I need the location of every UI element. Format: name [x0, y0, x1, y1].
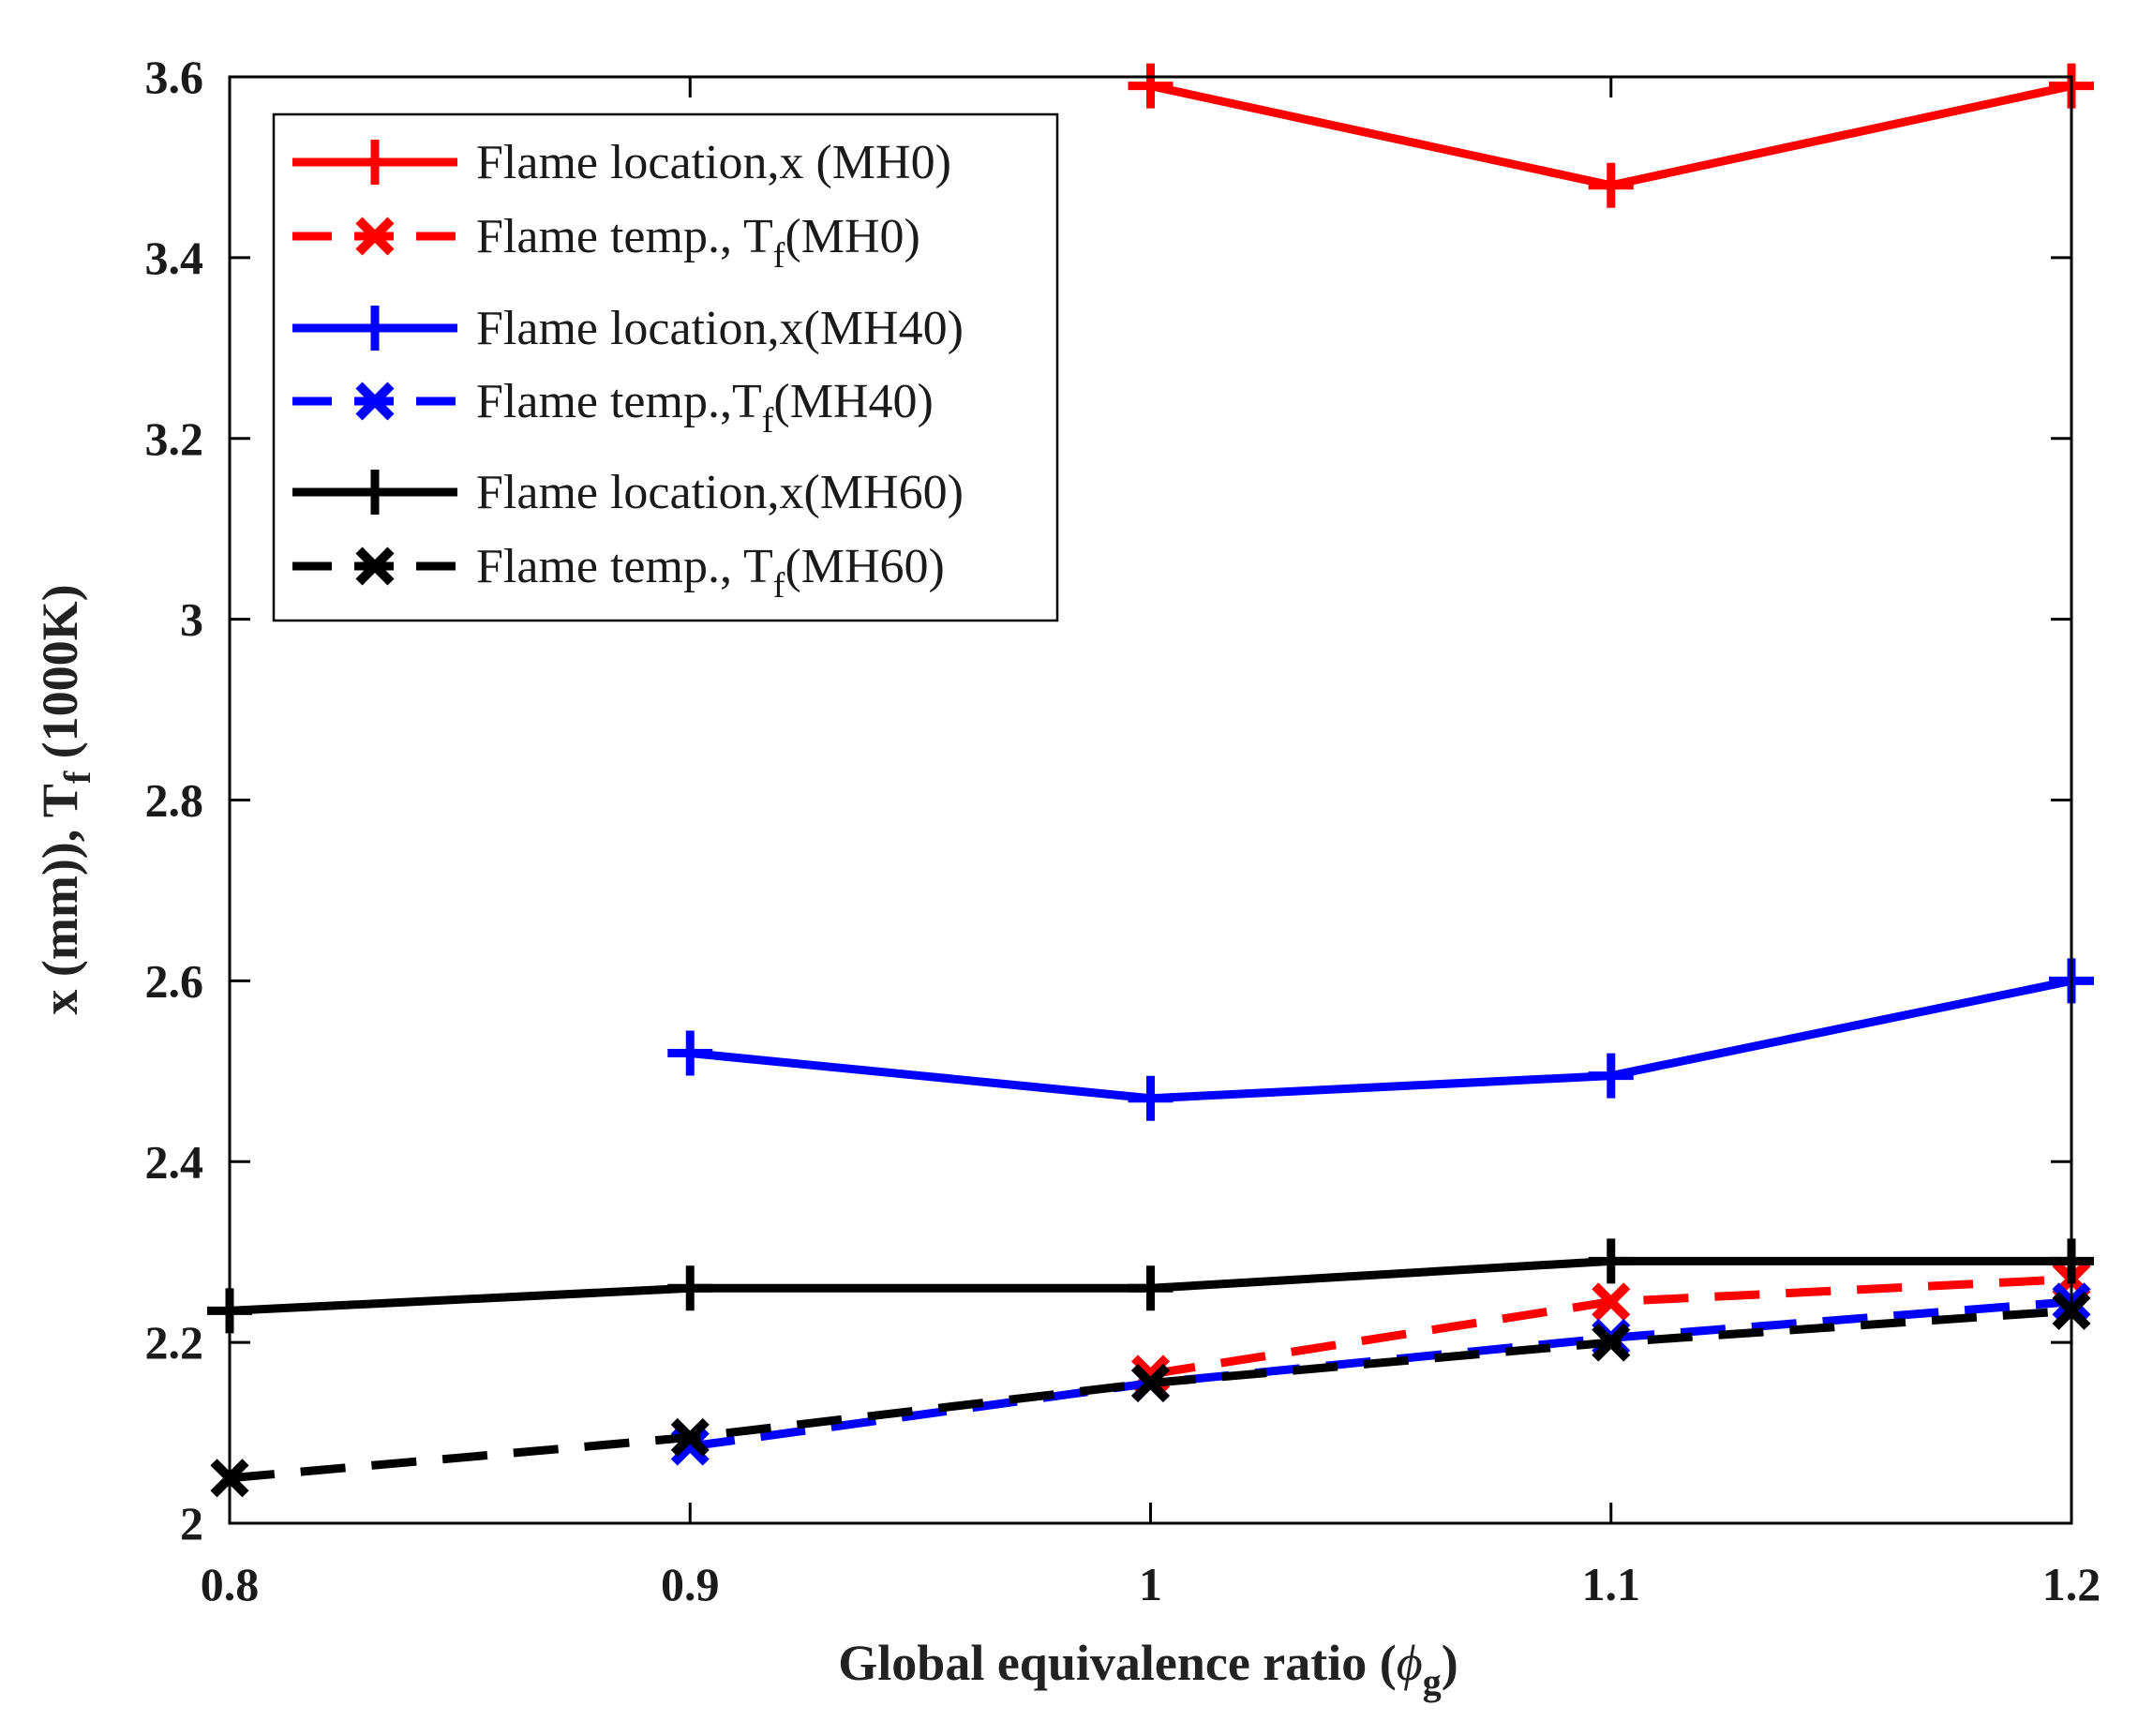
- axis-ticks: 0.8 0.9 1 1.1 1.2 2 2.2 2.4 2.6 2.8 3 3.2 3.4 3.6: [145, 51, 2101, 1610]
- legend-box: [272, 112, 1059, 622]
- x-axis-label-symbol: ϕ: [1397, 1635, 1423, 1691]
- legend-entry-3: Flame location,x(MH40): [292, 302, 964, 355]
- legend-label-sub: f: [773, 236, 785, 276]
- legend-swatch-marker-b: [355, 546, 395, 586]
- x-tick-label: 1.2: [2042, 1558, 2101, 1610]
- y-tick-label: 2: [180, 1497, 203, 1549]
- legend-label-main: Flame location,x(MH60): [476, 466, 964, 519]
- legend-swatch-marker: [352, 306, 397, 351]
- y-axis-label: x (mm)), Tf (1000K): [32, 584, 98, 1014]
- x-tick-label: 1: [1139, 1558, 1162, 1610]
- y-axis-label-tail: (1000K): [32, 584, 88, 771]
- series-4-line: [689, 1297, 2072, 1451]
- legend-entries: Flame location,x (MH0)Flame temp., Tf(MH…: [292, 136, 964, 606]
- series-2-point: [1592, 1282, 1631, 1322]
- legend-swatch-marker-b: [355, 382, 395, 421]
- x-axis-label-close: ): [1442, 1635, 1458, 1691]
- y-tick-label: 2.6: [145, 954, 204, 1007]
- y-axis-label-sub: f: [56, 771, 98, 784]
- series-2-line: [1149, 1275, 2072, 1379]
- legend-label: Flame location,x(MH60): [476, 466, 964, 519]
- series-6-point-b: [1592, 1323, 1631, 1362]
- legend-entry-5: Flame location,x(MH60): [292, 466, 964, 519]
- series-layer: [207, 63, 2094, 1498]
- series-3-point: [667, 1030, 713, 1076]
- x-axis-label-main: Global equivalence ratio (: [838, 1635, 1396, 1691]
- series-5-point: [1588, 1238, 1634, 1284]
- series-6-point: [1592, 1323, 1631, 1362]
- series-6-line: [229, 1306, 2072, 1483]
- y-tick-label: 2.4: [145, 1135, 204, 1188]
- legend-swatch-marker-b: [355, 217, 395, 256]
- series-6: [210, 1291, 2091, 1498]
- series-4-point-b: [670, 1427, 710, 1466]
- legend: Flame location,x (MH0)Flame temp., Tf(MH…: [272, 112, 1059, 622]
- y-axis-label-main: x (mm)), T: [32, 784, 88, 1014]
- legend-label: Flame temp., Tf(MH60): [476, 540, 945, 606]
- legend-entry-1: Flame location,x (MH0): [292, 136, 951, 189]
- legend-entry-4: Flame temp.,Tf(MH40): [292, 375, 934, 441]
- series-6-point: [1130, 1363, 1171, 1403]
- series-5-point: [667, 1265, 713, 1311]
- legend-label-tail: (MH0): [785, 210, 920, 263]
- series-3: [667, 958, 2094, 1121]
- legend-swatch-marker: [352, 470, 397, 515]
- legend-swatch-marker: [355, 217, 395, 256]
- y-tick-label: 2.2: [145, 1316, 204, 1369]
- x-tick-label: 1.1: [1582, 1558, 1641, 1610]
- series-6-point-b: [1130, 1363, 1171, 1403]
- legend-swatch-marker: [352, 140, 397, 185]
- legend-label-tail: (MH40): [773, 375, 933, 428]
- series-1-point: [1128, 63, 1174, 109]
- y-tick-label: 3.2: [145, 412, 204, 465]
- legend-label-main: Flame temp., T: [476, 540, 773, 593]
- series-3-point: [1588, 1053, 1634, 1099]
- legend-entry-2: Flame temp., Tf(MH0): [292, 210, 920, 276]
- legend-label-main: Flame temp.,T: [476, 375, 762, 428]
- legend-label: Flame temp., Tf(MH0): [476, 210, 920, 276]
- series-3-line: [689, 976, 2072, 1103]
- legend-label-main: Flame location,x (MH0): [476, 136, 951, 189]
- legend-label-sub: f: [773, 566, 785, 606]
- x-tick-label: 0.8: [201, 1558, 260, 1610]
- series-1-point: [1588, 162, 1634, 208]
- legend-label-main: Flame location,x(MH40): [476, 302, 964, 355]
- series-5: [207, 1238, 2094, 1334]
- x-axis-label-sub: g: [1423, 1661, 1442, 1703]
- x-tick-label: 0.9: [661, 1558, 720, 1610]
- series-6-point-b: [670, 1417, 710, 1457]
- legend-label: Flame location,x(MH40): [476, 302, 964, 355]
- x-axis-label: Global equivalence ratio (ϕg): [838, 1635, 1458, 1703]
- series-6-point: [670, 1417, 710, 1457]
- y-tick-label: 3.4: [145, 232, 204, 284]
- legend-swatch-marker: [355, 546, 395, 586]
- legend-swatch-marker: [355, 382, 395, 421]
- legend-label: Flame location,x (MH0): [476, 136, 951, 189]
- series-3-point: [1128, 1075, 1174, 1121]
- y-tick-label: 3: [180, 593, 203, 646]
- legend-label-tail: (MH60): [785, 540, 944, 593]
- legend-label: Flame temp.,Tf(MH40): [476, 375, 934, 441]
- legend-label-sub: f: [762, 401, 774, 441]
- legend-entry-6: Flame temp., Tf(MH60): [292, 540, 945, 606]
- y-tick-label: 2.8: [145, 774, 204, 827]
- series-5-point: [1128, 1265, 1174, 1311]
- legend-label-main: Flame temp., T: [476, 210, 773, 263]
- series-4: [670, 1282, 2091, 1466]
- axes-frame: [228, 75, 2073, 1525]
- series-2-point-b: [1592, 1282, 1631, 1322]
- y-tick-label: 3.6: [145, 51, 204, 103]
